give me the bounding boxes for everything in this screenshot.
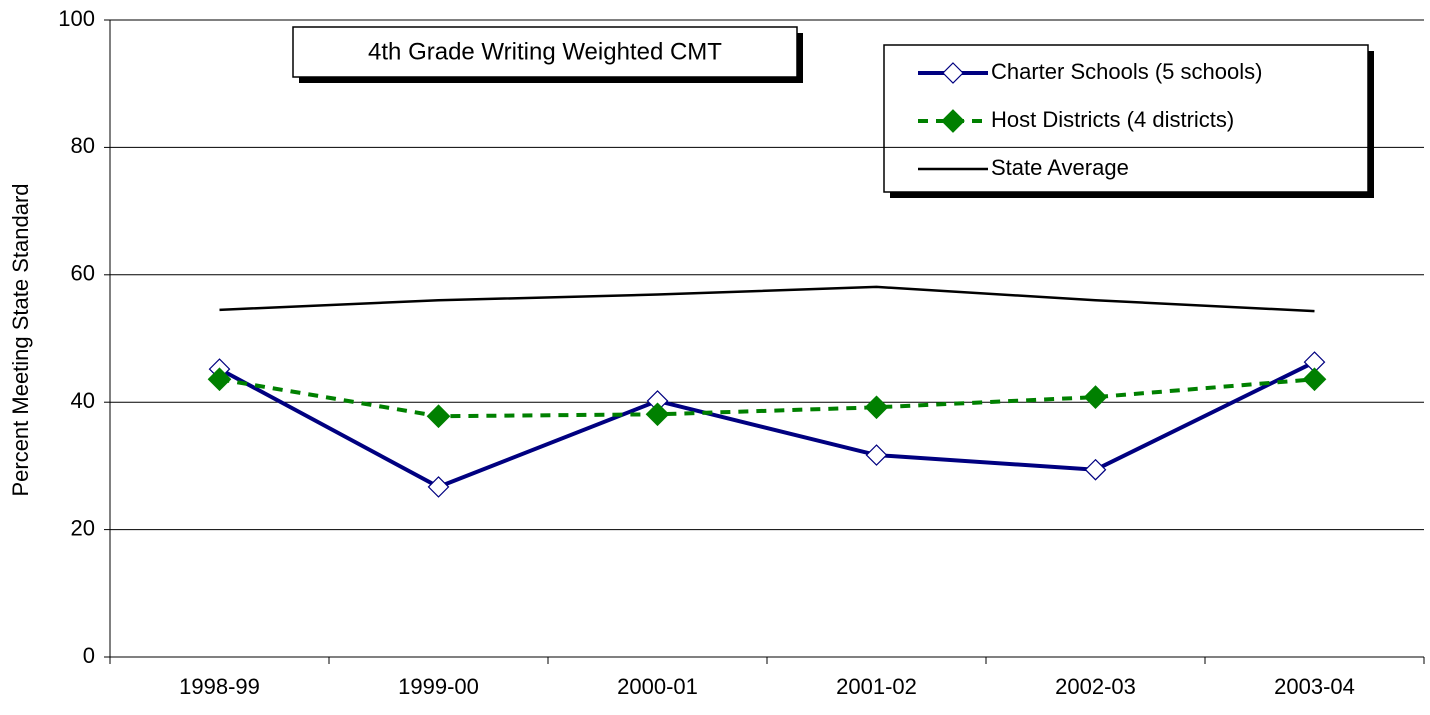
data-point xyxy=(645,402,670,427)
title-box xyxy=(292,26,798,78)
data-point xyxy=(864,395,889,420)
y-tick-label: 100 xyxy=(58,6,95,31)
data-point xyxy=(865,444,888,466)
data-point xyxy=(1083,385,1108,409)
y-tick-label: 80 xyxy=(71,133,95,158)
legend-label: State Average xyxy=(991,155,1129,180)
y-axis-label: Percent Meeting State Standard xyxy=(8,183,33,496)
data-point xyxy=(207,367,232,392)
series-line xyxy=(218,360,1316,490)
x-tick-label: 2003-04 xyxy=(1274,674,1355,699)
y-tick-label: 20 xyxy=(71,515,95,540)
x-tick-label: 1999-00 xyxy=(398,674,479,699)
data-point xyxy=(427,476,450,498)
x-tick-label: 2002-03 xyxy=(1055,674,1136,699)
legend-label: Host Districts (4 districts) xyxy=(991,107,1234,132)
legend-marker xyxy=(942,62,964,84)
y-tick-label: 60 xyxy=(71,261,95,286)
legend-label: Charter Schools (5 schools) xyxy=(991,59,1262,84)
y-tick-label: 40 xyxy=(71,388,95,413)
x-tick-label: 1998-99 xyxy=(179,674,260,699)
x-tick-label: 2001-02 xyxy=(836,674,917,699)
legend-box xyxy=(883,44,1369,193)
legend-marker xyxy=(941,109,965,133)
data-point xyxy=(1302,367,1327,392)
data-point xyxy=(1084,458,1107,481)
x-tick-label: 2000-01 xyxy=(617,674,698,699)
series-line xyxy=(219,377,1315,419)
y-tick-label: 0 xyxy=(83,643,95,668)
chart-title: 4th Grade Writing Weighted CMT xyxy=(368,38,722,65)
series-line xyxy=(219,285,1315,313)
data-point xyxy=(426,404,451,429)
